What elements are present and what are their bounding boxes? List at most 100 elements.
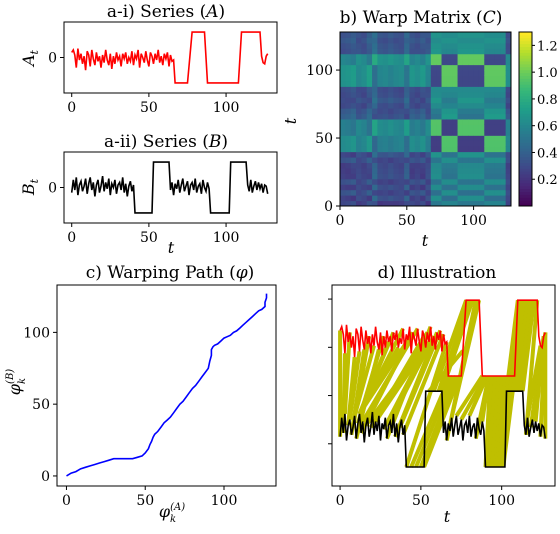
colorbar-step <box>519 32 532 36</box>
heatmap-cell <box>500 167 507 174</box>
heatmap-cell <box>350 37 357 44</box>
heatmap-cell <box>361 70 368 76</box>
heatmap-cell <box>393 113 400 120</box>
heatmap-cell <box>382 129 389 136</box>
heatmap-cell <box>457 113 464 120</box>
heatmap-cell <box>382 32 389 38</box>
heatmap-cell <box>350 80 357 87</box>
heatmap-cell <box>414 32 421 38</box>
heatmap-cell <box>388 184 394 191</box>
colorbar-step <box>519 69 532 74</box>
heatmap-cell <box>377 113 384 120</box>
warping-links <box>338 299 548 468</box>
heatmap-cell <box>356 151 362 158</box>
heatmap-cell <box>420 189 426 196</box>
colorbar-step <box>519 142 532 146</box>
heatmap-cell <box>420 113 426 120</box>
heatmap-cell <box>436 162 443 169</box>
heatmap-cell <box>372 129 378 136</box>
heatmap-cell <box>473 151 480 158</box>
heatmap-cell <box>494 151 501 158</box>
heatmap-cell <box>489 173 496 180</box>
heatmap-cell <box>382 167 389 174</box>
panel-d: d) Illustration t 0 50 100 <box>328 263 556 526</box>
heatmap-cell <box>377 97 384 104</box>
heatmap-cell <box>414 124 421 131</box>
heatmap-cell <box>361 86 368 93</box>
colorbar-step <box>519 121 532 126</box>
heatmap-cell <box>372 146 378 153</box>
heatmap-cell <box>398 64 405 71</box>
heatmap-cell <box>361 97 368 104</box>
heatmap-cell <box>462 113 469 120</box>
heatmap-cell <box>430 184 437 191</box>
heatmap-cell <box>500 146 507 153</box>
heatmap-cell <box>356 32 362 38</box>
heatmap-cell <box>462 97 469 104</box>
heatmap-cell <box>484 102 491 109</box>
heatmap-cell <box>350 53 357 60</box>
heatmap-cell <box>436 59 443 66</box>
heatmap-cell <box>361 80 368 87</box>
d-xtick-label: 0 <box>336 493 345 509</box>
heatmap-cell <box>361 151 368 158</box>
heatmap-cell <box>441 37 448 44</box>
heatmap-cell <box>452 151 459 158</box>
heatmap-cell <box>404 70 410 76</box>
heatmap-cell <box>468 42 475 49</box>
heatmap-cell <box>388 113 394 120</box>
heatmap-cell <box>340 124 346 131</box>
heatmap-cell <box>350 119 357 125</box>
heatmap-cell <box>484 195 491 202</box>
heatmap-cell <box>489 64 496 71</box>
heatmap-cell <box>430 91 437 98</box>
heatmap-cell <box>361 129 368 136</box>
heatmap-cell <box>350 108 357 115</box>
heatmap-cell <box>356 167 362 174</box>
heatmap-cell <box>425 151 432 158</box>
heatmap-cell <box>462 91 469 98</box>
colorbar-step <box>519 156 532 161</box>
heatmap-cell <box>446 80 453 87</box>
heatmap-cell <box>420 102 426 109</box>
panel-b-title: b) Warp Matrix (C) <box>340 8 503 28</box>
colorbar-step <box>519 61 532 65</box>
heatmap-cell <box>473 48 480 55</box>
heatmap-cell <box>409 200 416 207</box>
heatmap-cell <box>404 189 410 196</box>
panel-a1-series-line <box>71 31 269 84</box>
heatmap-cell <box>425 42 432 49</box>
heatmap-cell <box>505 135 512 142</box>
heatmap-cell <box>393 91 400 98</box>
heatmap-cell <box>340 48 346 55</box>
heatmap-cell <box>398 75 405 82</box>
heatmap-cell <box>366 140 373 147</box>
heatmap-cell <box>484 124 491 131</box>
heatmap-cell <box>388 119 394 125</box>
heatmap-cell <box>366 75 373 82</box>
heatmap-cell <box>441 80 448 87</box>
heatmap-cell <box>340 70 346 76</box>
heatmap-cell <box>361 200 368 207</box>
heatmap-cell <box>420 42 426 49</box>
heatmap-cell <box>505 151 512 158</box>
heatmap-cell <box>356 129 362 136</box>
heatmap-cell <box>366 108 373 115</box>
heatmap-cell <box>388 75 394 82</box>
heatmap-cell <box>350 48 357 55</box>
heatmap-cell <box>505 59 512 66</box>
heatmap-cell <box>377 53 384 60</box>
heatmap-cell <box>462 119 469 125</box>
heatmap-cell <box>500 80 507 87</box>
heatmap-cell <box>377 184 384 191</box>
heatmap-cell <box>340 119 346 125</box>
heatmap-cell <box>361 42 368 49</box>
heatmap-cell <box>441 200 448 207</box>
heatmap-cell <box>473 195 480 202</box>
heatmap-cell <box>340 53 346 60</box>
heatmap-cell <box>457 119 464 125</box>
heatmap-cell <box>468 200 475 207</box>
heatmap-cell <box>489 162 496 169</box>
heatmap-cell <box>377 32 384 38</box>
heatmap-cell <box>425 37 432 44</box>
